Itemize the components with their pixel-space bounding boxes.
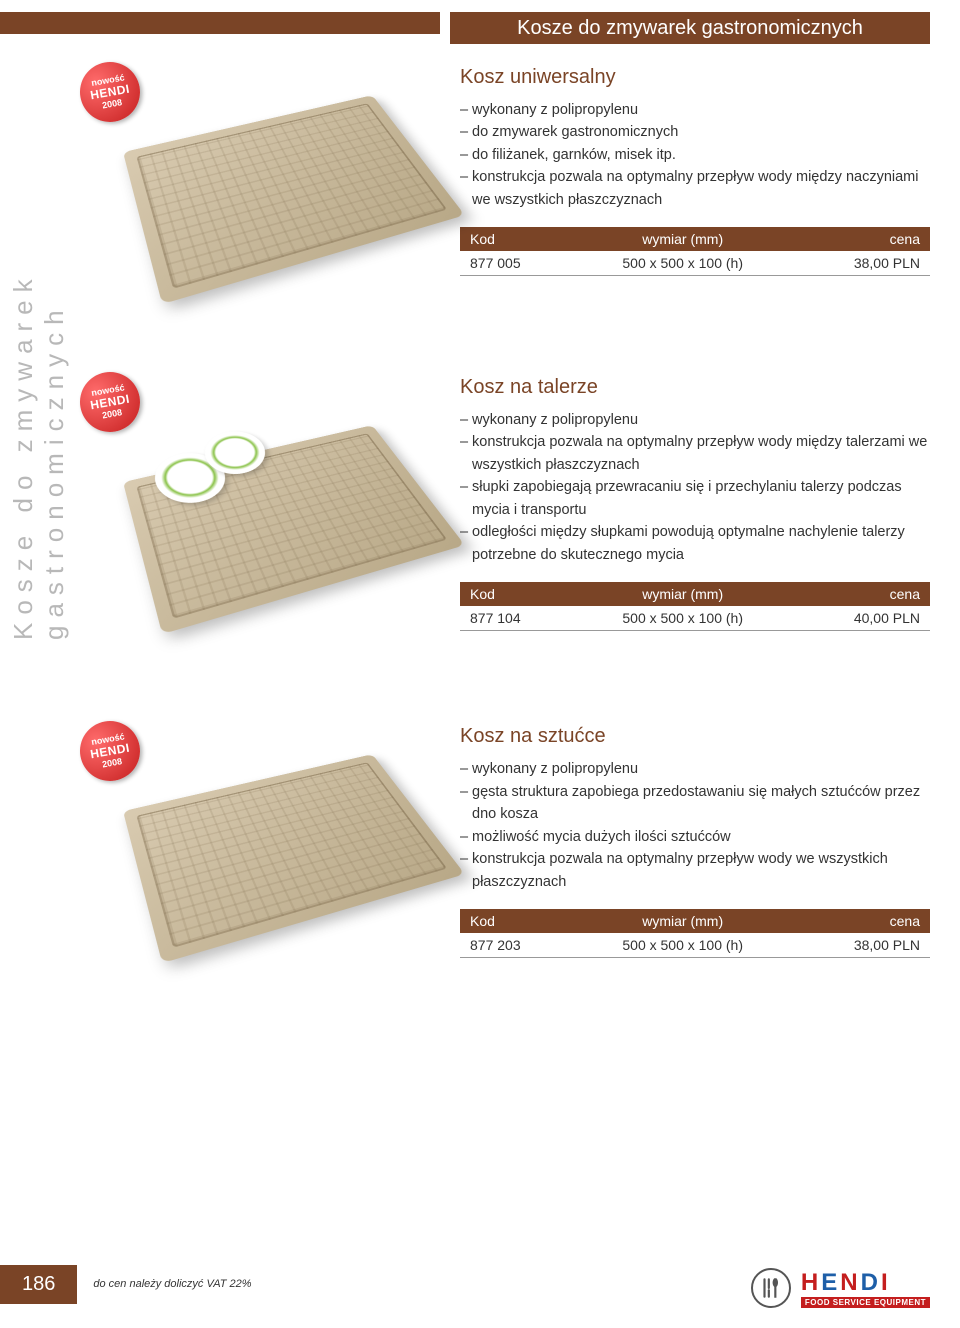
bullet: wykonany z polipropylenu [460,409,930,431]
page-number: 186 [0,1265,77,1304]
table-header-row: Kod wymiar (mm) cena [460,582,930,606]
product-table: Kod wymiar (mm) cena 877 203 500 x 500 x… [460,909,930,958]
td-cena: 38,00 PLN [794,933,930,958]
th-kod: Kod [460,227,572,251]
product-section: nowość HENDI 2008 Kosz na sztućce wykona… [60,721,930,958]
bullet: możliwość mycia dużych ilości sztućców [460,826,930,848]
th-cena: cena [794,909,930,933]
td-kod: 877 104 [460,606,572,631]
brand-letter: I [881,1269,891,1296]
brand-tagline: FOOD SERVICE EQUIPMENT [801,1297,930,1308]
th-cena: cena [794,582,930,606]
bullet: wykonany z polipropylenu [460,758,930,780]
vat-note: do cen należy doliczyć VAT 22% [93,1278,251,1290]
product-title: Kosz uniwersalny [460,66,930,89]
th-wymiar: wymiar (mm) [572,909,794,933]
product-image [123,754,465,963]
product-text-col: Kosz na sztućce wykonany z polipropylenu… [460,721,930,958]
brand-letter: E [821,1269,840,1296]
product-text-col: Kosz uniwersalny wykonany z polipropylen… [460,62,930,282]
product-title: Kosz na talerze [460,376,930,399]
bullet: do filiżanek, garnków, misek itp. [460,144,930,166]
brand-letter: D [861,1269,881,1296]
product-table: Kod wymiar (mm) cena 877 104 500 x 500 x… [460,582,930,631]
table-header-row: Kod wymiar (mm) cena [460,227,930,251]
bullet: konstrukcja pozwala na optymalny przepły… [460,848,930,893]
product-bullets: wykonany z polipropylenu do zmywarek gas… [460,99,930,211]
table-row: 877 005 500 x 500 x 100 (h) 38,00 PLN [460,251,930,276]
bullet: do zmywarek gastronomicznych [460,121,930,143]
bullet: konstrukcja pozwala na optymalny przepły… [460,431,930,476]
td-wymiar: 500 x 500 x 100 (h) [572,933,794,958]
th-cena: cena [794,227,930,251]
brand-logo: HENDI FOOD SERVICE EQUIPMENT [751,1268,930,1308]
badge-line3: 2008 [101,97,122,110]
product-section: nowość HENDI 2008 Kosz na talerze wykona… [60,372,930,631]
brand-name: HENDI [801,1269,930,1297]
main-content: nowość HENDI 2008 Kosz uniwersalny wykon… [60,62,930,1048]
product-section: nowość HENDI 2008 Kosz uniwersalny wykon… [60,62,930,282]
td-kod: 877 005 [460,251,572,276]
side-category-label: Kosze do zmywarek gastronomicznych [24,70,54,640]
td-kod: 877 203 [460,933,572,958]
new-badge: nowość HENDI 2008 [75,57,145,127]
badge-line3: 2008 [101,407,122,420]
th-wymiar: wymiar (mm) [572,582,794,606]
th-wymiar: wymiar (mm) [572,227,794,251]
cutlery-icon [751,1268,791,1308]
th-kod: Kod [460,582,572,606]
product-image-col: nowość HENDI 2008 [60,721,440,958]
td-cena: 38,00 PLN [794,251,930,276]
product-text-col: Kosz na talerze wykonany z polipropylenu… [460,372,930,631]
top-stripe [0,12,440,34]
brand-letter: H [801,1269,821,1296]
table-row: 877 203 500 x 500 x 100 (h) 38,00 PLN [460,933,930,958]
td-wymiar: 500 x 500 x 100 (h) [572,251,794,276]
product-title: Kosz na sztućce [460,725,930,748]
badge-line3: 2008 [101,756,122,769]
td-cena: 40,00 PLN [794,606,930,631]
bullet: odległości między słupkami powodują opty… [460,521,930,566]
category-header: Kosze do zmywarek gastronomicznych [450,12,930,44]
table-row: 877 104 500 x 500 x 100 (h) 40,00 PLN [460,606,930,631]
product-bullets: wykonany z polipropylenu gęsta struktura… [460,758,930,893]
bullet: wykonany z polipropylenu [460,99,930,121]
bullet: słupki zapobiegają przewracaniu się i pr… [460,476,930,521]
td-wymiar: 500 x 500 x 100 (h) [572,606,794,631]
table-header-row: Kod wymiar (mm) cena [460,909,930,933]
product-bullets: wykonany z polipropylenu konstrukcja poz… [460,409,930,566]
brand-letter: N [840,1269,860,1296]
bullet: konstrukcja pozwala na optymalny przepły… [460,166,930,211]
product-image-col: nowość HENDI 2008 [60,372,440,631]
product-image-col: nowość HENDI 2008 [60,62,440,282]
category-title: Kosze do zmywarek gastronomicznych [517,17,863,40]
bullet: gęsta struktura zapobiega przedostawaniu… [460,781,930,826]
brand-text: HENDI FOOD SERVICE EQUIPMENT [801,1269,930,1308]
th-kod: Kod [460,909,572,933]
new-badge: nowość HENDI 2008 [75,717,145,787]
product-table: Kod wymiar (mm) cena 877 005 500 x 500 x… [460,227,930,276]
product-image [123,95,465,304]
